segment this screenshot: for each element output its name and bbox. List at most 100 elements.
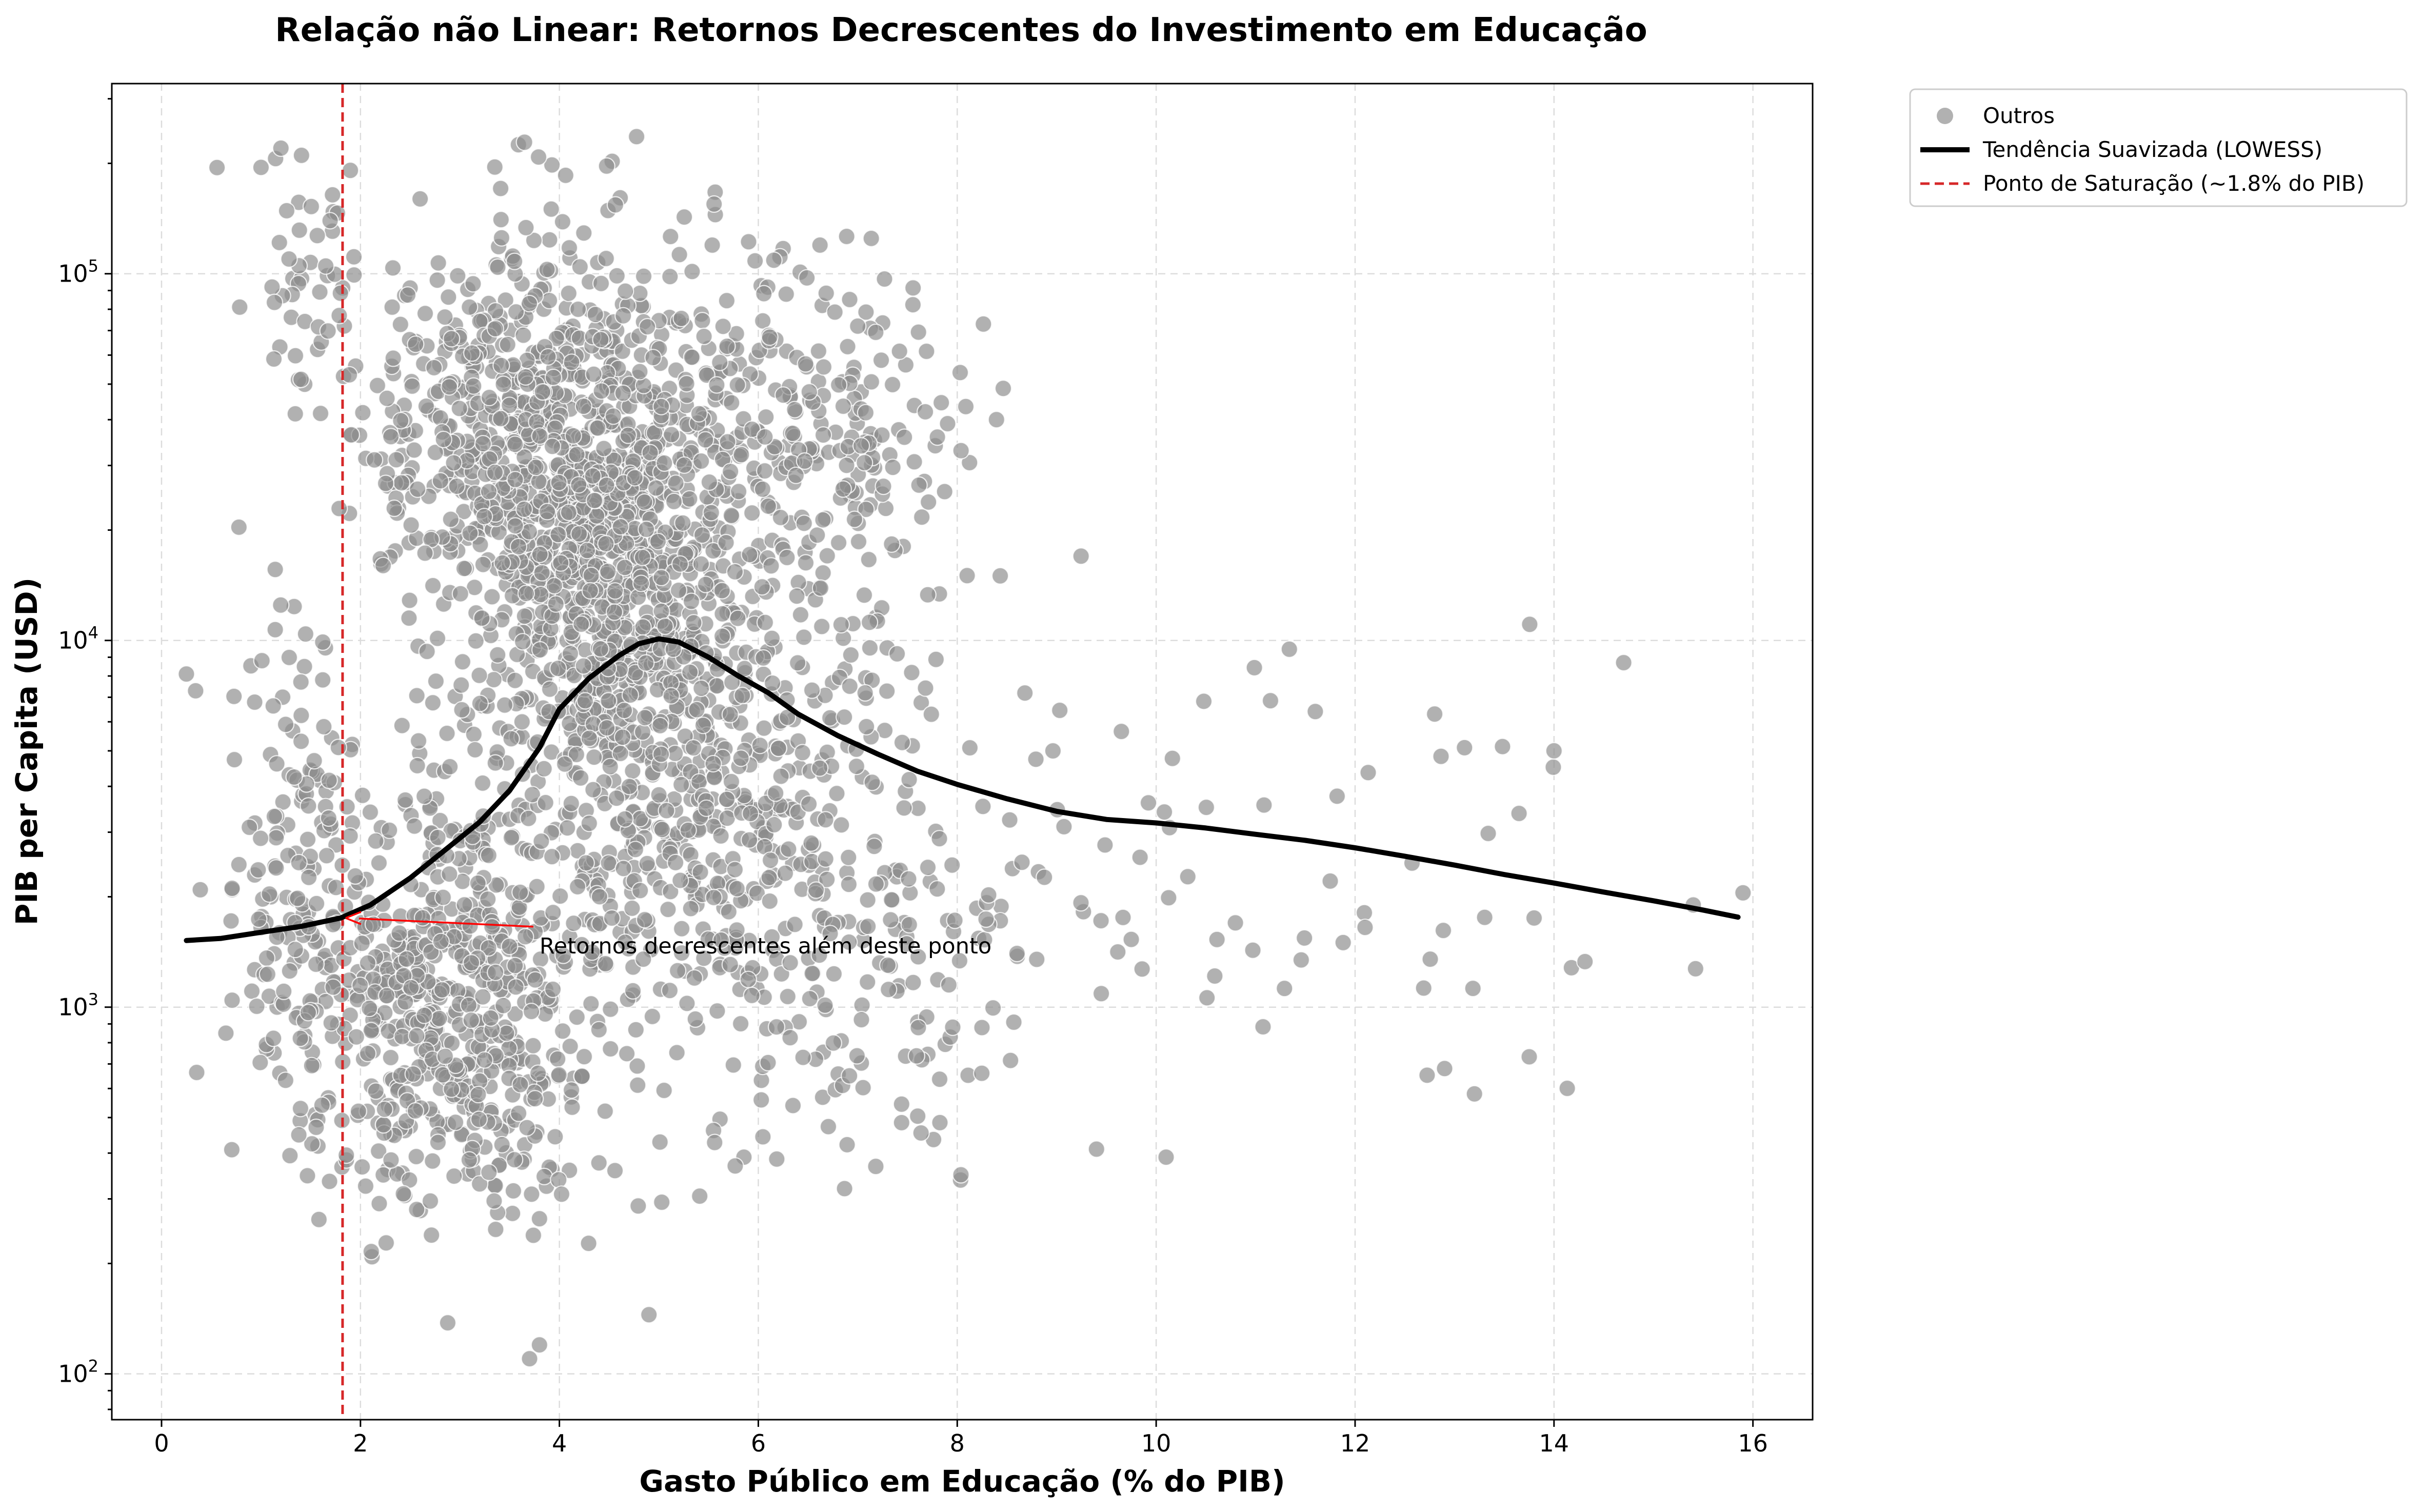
scatter-point bbox=[919, 858, 937, 877]
scatter-point bbox=[597, 954, 614, 973]
scatter-point bbox=[598, 719, 616, 737]
scatter-point bbox=[392, 474, 411, 492]
scatter-point bbox=[936, 483, 953, 501]
scatter-point bbox=[759, 1053, 777, 1071]
scatter-point bbox=[632, 574, 650, 592]
scatter-point bbox=[580, 1235, 598, 1252]
scatter-point bbox=[562, 1081, 581, 1099]
scatter-point bbox=[347, 1028, 365, 1046]
scatter-point bbox=[464, 275, 482, 293]
scatter-point bbox=[509, 538, 528, 556]
scatter-point bbox=[411, 190, 429, 208]
scatter-point bbox=[560, 239, 579, 257]
scatter-point bbox=[259, 965, 276, 983]
scatter-point bbox=[524, 1037, 542, 1055]
scatter-point bbox=[839, 337, 857, 355]
scatter-point bbox=[353, 786, 372, 804]
scatter-point bbox=[549, 660, 567, 678]
scatter-point bbox=[604, 407, 622, 425]
scatter-point bbox=[627, 1021, 645, 1039]
scatter-point bbox=[461, 917, 479, 935]
scatter-point bbox=[605, 603, 624, 621]
scatter-point bbox=[1055, 818, 1073, 835]
scatter-point bbox=[475, 1051, 493, 1069]
x-tick-label: 16 bbox=[1738, 1429, 1768, 1457]
scatter-point bbox=[708, 677, 726, 695]
scatter-point bbox=[1002, 1051, 1020, 1069]
scatter-point bbox=[408, 1201, 426, 1219]
scatter-point bbox=[703, 236, 721, 254]
scatter-point bbox=[356, 1177, 375, 1195]
scatter-point bbox=[361, 999, 379, 1018]
scatter-point bbox=[600, 692, 618, 710]
scatter-point bbox=[893, 733, 911, 751]
scatter-point bbox=[695, 949, 713, 967]
scatter-point bbox=[251, 1053, 269, 1071]
scatter-point bbox=[684, 739, 703, 757]
scatter-point bbox=[1415, 979, 1433, 997]
scatter-point bbox=[951, 364, 969, 382]
scatter-point bbox=[393, 717, 411, 734]
scatter-point bbox=[573, 1067, 591, 1085]
scatter-point bbox=[577, 854, 595, 872]
scatter-point bbox=[361, 803, 380, 821]
scatter-point bbox=[639, 317, 657, 336]
scatter-point bbox=[828, 784, 846, 803]
scatter-point bbox=[222, 912, 240, 930]
scatter-point bbox=[292, 706, 310, 725]
scatter-point bbox=[811, 579, 830, 597]
scatter-point bbox=[486, 463, 504, 482]
scatter-point bbox=[666, 853, 685, 871]
scatter-point bbox=[426, 443, 444, 462]
scatter-point bbox=[494, 375, 512, 393]
scatter-point bbox=[900, 916, 918, 934]
scatter-point bbox=[582, 566, 600, 585]
scatter-point bbox=[808, 526, 826, 544]
scatter-point bbox=[682, 592, 701, 610]
scatter-point bbox=[672, 775, 690, 793]
scatter-point bbox=[511, 883, 529, 901]
scatter-point bbox=[289, 889, 307, 907]
scatter-point bbox=[553, 213, 572, 231]
scatter-point bbox=[431, 472, 449, 490]
scatter-point bbox=[1114, 908, 1132, 926]
scatter-point bbox=[768, 1150, 786, 1168]
scatter-point bbox=[427, 672, 445, 690]
scatter-point bbox=[647, 479, 665, 497]
scatter-point bbox=[535, 760, 553, 778]
scatter-point bbox=[223, 1141, 241, 1159]
scatter-point bbox=[486, 754, 504, 772]
scatter-point bbox=[592, 274, 610, 292]
scatter-point bbox=[838, 1136, 856, 1153]
scatter-point bbox=[840, 848, 858, 866]
scatter-point bbox=[880, 981, 898, 999]
scatter-point bbox=[440, 288, 458, 306]
scatter-point bbox=[404, 1065, 422, 1083]
scatter-point bbox=[862, 373, 881, 391]
scatter-point bbox=[466, 741, 484, 759]
scatter-point bbox=[495, 696, 514, 714]
scatter-point bbox=[830, 376, 848, 394]
scatter-point bbox=[568, 878, 587, 896]
scatter-point bbox=[526, 971, 544, 989]
scatter-point bbox=[761, 328, 779, 346]
scatter-point bbox=[801, 989, 819, 1008]
scatter-point bbox=[483, 918, 501, 936]
scatter-point bbox=[530, 1336, 548, 1354]
scatter-point bbox=[502, 730, 520, 748]
scatter-point bbox=[704, 542, 722, 560]
scatter-point bbox=[746, 252, 764, 270]
scatter-point bbox=[1356, 919, 1374, 937]
scatter-point bbox=[272, 139, 290, 157]
scatter-point bbox=[230, 856, 248, 873]
scatter-point bbox=[281, 962, 299, 980]
scatter-point bbox=[903, 664, 921, 682]
scatter-point bbox=[607, 789, 626, 807]
scatter-point bbox=[253, 651, 271, 670]
scatter-point bbox=[606, 582, 624, 600]
scatter-point bbox=[616, 933, 634, 951]
scatter-point bbox=[303, 1135, 321, 1153]
scatter-point bbox=[909, 323, 927, 341]
scatter-point bbox=[1510, 804, 1528, 823]
scatter-point bbox=[545, 576, 564, 595]
